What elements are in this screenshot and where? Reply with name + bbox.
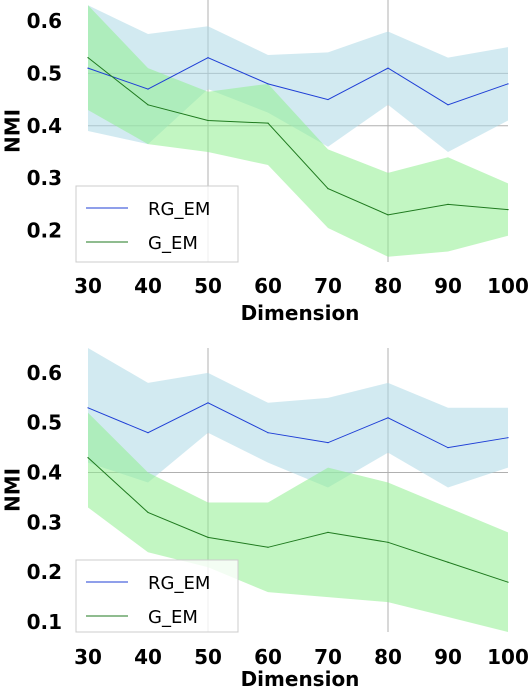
series-line-rg-em <box>87 402 509 449</box>
legend-label: RG_EM <box>148 199 210 220</box>
series-line-rg-em <box>87 57 509 106</box>
y-tick-label: 0.5 <box>27 61 62 85</box>
chart-panel-1: 30 40 50 60 70 80 90 100 0.2 0.3 0.4 0.5 0.6 Dimensio… <box>1 0 529 325</box>
y-tick-label: 0.4 <box>27 114 62 138</box>
data-point <box>327 98 329 101</box>
x-tick-label: 90 <box>434 274 462 298</box>
data-point <box>507 83 509 85</box>
y-tick-label: 0.6 <box>27 9 62 33</box>
data-point <box>447 561 449 563</box>
data-point <box>147 511 149 514</box>
y-tick-label: 0.1 <box>27 610 62 634</box>
data-point <box>87 407 89 409</box>
data-point <box>387 214 389 216</box>
data-point <box>267 432 269 434</box>
data-point <box>147 104 149 106</box>
data-point <box>147 432 149 434</box>
data-point <box>447 447 449 449</box>
x-tick-label: 100 <box>487 645 529 669</box>
data-point <box>327 442 329 444</box>
band-g-em <box>88 5 508 257</box>
data-point <box>387 541 389 543</box>
data-point <box>447 203 449 205</box>
x-tick-label: 50 <box>194 274 222 298</box>
data-point <box>447 104 449 106</box>
data-point <box>387 417 389 419</box>
data-point <box>207 119 209 122</box>
legend-label: G_EM <box>148 607 198 628</box>
data-point <box>327 188 329 190</box>
legend-label: RG_EM <box>148 573 210 594</box>
data-point <box>207 536 209 538</box>
x-tick-label: 60 <box>254 274 282 298</box>
series-line-g-em <box>87 457 509 583</box>
y-tick-label: 0.2 <box>27 560 62 584</box>
data-point <box>207 57 209 59</box>
y-tick-label: 0.6 <box>27 361 62 385</box>
data-point <box>507 581 509 583</box>
data-point <box>207 402 209 404</box>
data-point <box>267 122 269 124</box>
x-tick-label: 70 <box>314 645 342 669</box>
x-tick-label: 40 <box>134 274 162 298</box>
x-tick-label: 60 <box>254 645 282 669</box>
y-tick-label: 0.3 <box>27 166 62 190</box>
data-point <box>87 457 89 459</box>
x-tick-label: 80 <box>374 274 402 298</box>
band-g-em <box>88 412 508 632</box>
y-tick-label: 0.4 <box>27 461 62 485</box>
data-point <box>147 88 149 90</box>
data-point <box>267 83 269 85</box>
data-point <box>327 531 329 533</box>
x-tick-label: 100 <box>487 274 529 298</box>
x-tick-label: 70 <box>314 274 342 298</box>
legend: RG_EM G_EM <box>75 559 239 633</box>
legend-box <box>75 559 239 633</box>
legend-label: G_EM <box>148 233 198 254</box>
y-tick-label: 0.2 <box>27 219 62 243</box>
chart-panel-2: 30 40 50 60 70 80 90 100 0.1 0.2 0.3 0.4 0.5 0.6 Dimen… <box>1 348 529 688</box>
x-tick-label: 50 <box>194 645 222 669</box>
y-tick-label: 0.3 <box>27 510 62 534</box>
x-tick-label: 80 <box>374 645 402 669</box>
band-rg-em <box>88 5 508 152</box>
data-point <box>87 67 89 69</box>
x-axis-label: Dimension <box>241 667 360 688</box>
y-axis-label: NMI <box>1 109 25 153</box>
y-axis-label: NMI <box>1 468 25 512</box>
legend: RG_EM G_EM <box>75 185 239 263</box>
series-line-g-em <box>87 57 509 216</box>
band-rg-em <box>88 348 508 488</box>
x-tick-label: 40 <box>134 645 162 669</box>
data-point <box>507 437 509 439</box>
legend-box <box>75 185 239 263</box>
data-point <box>87 57 89 59</box>
data-point <box>387 67 389 69</box>
data-point <box>267 546 269 548</box>
y-tick-label: 0.5 <box>27 411 62 435</box>
x-tick-label: 30 <box>74 645 102 669</box>
x-axis-label: Dimension <box>241 301 360 325</box>
x-tick-label: 30 <box>74 274 102 298</box>
data-point <box>507 209 509 211</box>
x-tick-label: 90 <box>434 645 462 669</box>
